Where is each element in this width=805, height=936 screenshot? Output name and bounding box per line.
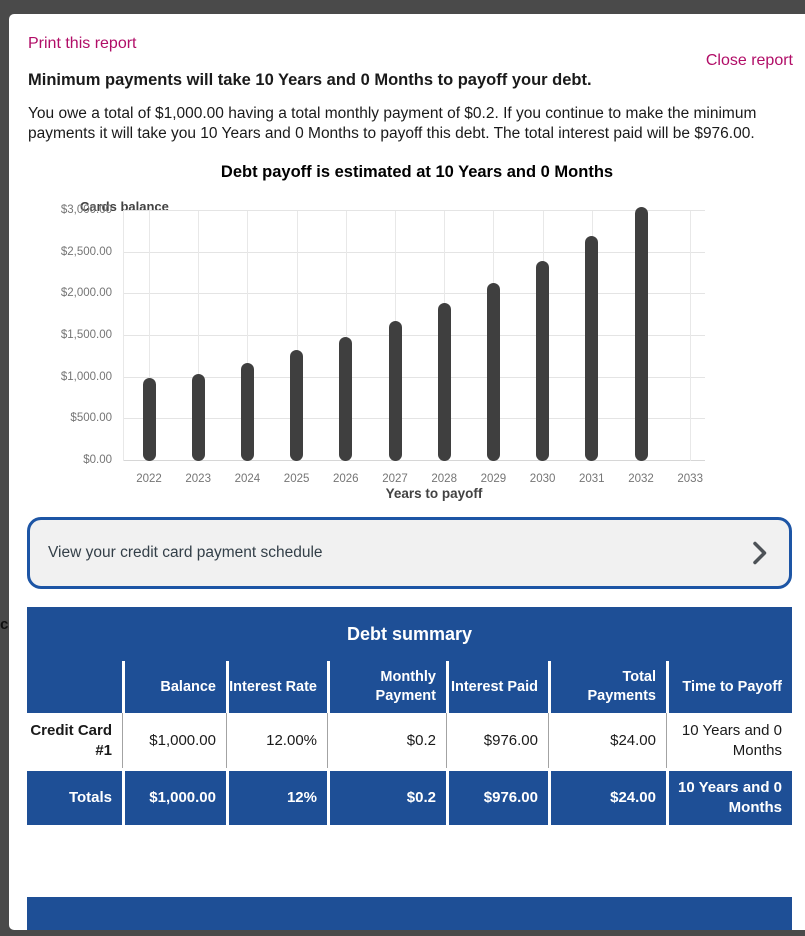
x-tick-label: 2024 — [234, 473, 261, 485]
gridline-v — [690, 211, 692, 461]
view-schedule-button[interactable]: View your credit card payment schedule — [27, 517, 792, 589]
column-header-balance: Balance — [122, 661, 226, 713]
column-header-interest-paid: Interest Paid — [446, 661, 548, 713]
gridline-h — [123, 418, 705, 420]
background-text-fragment: c — [0, 616, 9, 633]
x-tick-label: 2031 — [579, 473, 605, 485]
totals-cell: $976.00 — [446, 768, 548, 825]
totals-cell: $0.2 — [327, 768, 446, 825]
gridline-h — [123, 251, 705, 253]
y-tick-label: $2,000.00 — [60, 287, 112, 300]
gridline-h — [123, 335, 705, 336]
summary-heading: Minimum payments will take 10 Years and … — [28, 71, 592, 89]
bar-2030 — [536, 261, 550, 461]
totals-cell: 10 Years and 0 Months — [666, 768, 792, 825]
bar-2027 — [388, 321, 402, 461]
bar-2022 — [142, 377, 156, 461]
table-cell: 12.00% — [226, 713, 327, 768]
x-tick-label: 2033 — [677, 473, 703, 485]
x-tick-label: 2029 — [480, 473, 507, 485]
gridline-h — [123, 460, 705, 461]
column-header-total-payments: Total Payments — [548, 661, 666, 713]
summary-paragraph: You owe a total of $1,000.00 having a to… — [28, 105, 757, 142]
chart-y-axis-ticks: $0.00 $500.00 $1,000.00 $1,500.00 $2,000.00 $… — [17, 195, 112, 466]
gridline-v — [149, 211, 150, 461]
row-label: Credit Card #1 — [27, 713, 122, 768]
x-tick-label: 2032 — [628, 473, 654, 485]
y-tick-label: $2,500.00 — [60, 245, 112, 258]
gridline-v — [198, 211, 200, 461]
x-tick-label: 2027 — [382, 473, 408, 485]
x-tick-label: 2025 — [283, 473, 310, 485]
bar-2032 — [634, 206, 648, 461]
x-tick-label: 2022 — [136, 473, 162, 485]
totals-cell: $24.00 — [548, 768, 666, 825]
close-report-link[interactable]: Close report — [705, 52, 793, 69]
print-report-link[interactable]: Print this report — [28, 35, 137, 52]
totals-label: Totals — [27, 768, 122, 825]
column-header-time-to-payoff: Time to Payoff — [666, 661, 792, 713]
y-tick-label: $0.00 — [83, 454, 112, 466]
bar-2031 — [585, 236, 599, 461]
column-header-interest-rate: Interest Rate — [226, 661, 327, 713]
chevron-right-icon — [753, 541, 767, 565]
gridline-v — [296, 211, 298, 461]
bar-2024 — [240, 363, 254, 461]
gridline-v — [345, 211, 347, 461]
table-cell: $1,000.00 — [122, 713, 226, 768]
x-tick-label: 2023 — [185, 473, 211, 485]
chart-title: Debt payoff is estimated at 10 Years and… — [220, 163, 614, 181]
table-cell: $24.00 — [548, 713, 666, 768]
x-tick-label: 2026 — [333, 473, 359, 485]
debt-table-title: Debt summary — [27, 607, 792, 661]
column-header-monthly-payment: Monthly Payment — [327, 661, 446, 713]
bar-2023 — [191, 373, 205, 461]
scrolled-next-table-header — [27, 897, 792, 930]
table-cell: $976.00 — [446, 713, 548, 768]
view-schedule-label: View your credit card payment schedule — [48, 544, 323, 561]
x-tick-label: 2030 — [529, 473, 556, 485]
table-cell: $0.2 — [327, 713, 446, 768]
gridline-h — [123, 293, 705, 295]
gridline-h — [123, 210, 705, 211]
report-modal: Print this report Close report Minimum p… — [9, 14, 805, 930]
bar-2028 — [437, 302, 451, 461]
y-tick-label: $1,000.00 — [60, 370, 112, 383]
y-tick-label: $1,500.00 — [60, 329, 112, 341]
totals-cell: 12% — [226, 768, 327, 825]
gridline-v — [247, 211, 249, 461]
gridline-v — [123, 211, 124, 461]
debt-summary-table: Debt summary Balance Interest Rate Monthly … — [27, 607, 792, 825]
y-tick-label: $3,000.00 — [60, 204, 112, 216]
bar-2026 — [339, 336, 353, 461]
y-tick-label: $500.00 — [70, 412, 112, 425]
bar-2025 — [290, 350, 304, 461]
totals-cell: $1,000.00 — [122, 768, 226, 825]
gridline-h — [123, 376, 705, 378]
bar-chart-plot — [123, 195, 705, 461]
chart-x-axis-title: Years to payoff — [385, 486, 483, 501]
bar-2029 — [486, 282, 500, 461]
x-tick-label: 2028 — [431, 473, 457, 485]
table-cell: 10 Years and 0 Months — [666, 713, 792, 768]
chart-x-axis-ticks: 2022 2023 2024 2025 2026 2027 2028 2029 2030 2031… — [123, 473, 723, 487]
column-header-blank — [27, 661, 122, 713]
